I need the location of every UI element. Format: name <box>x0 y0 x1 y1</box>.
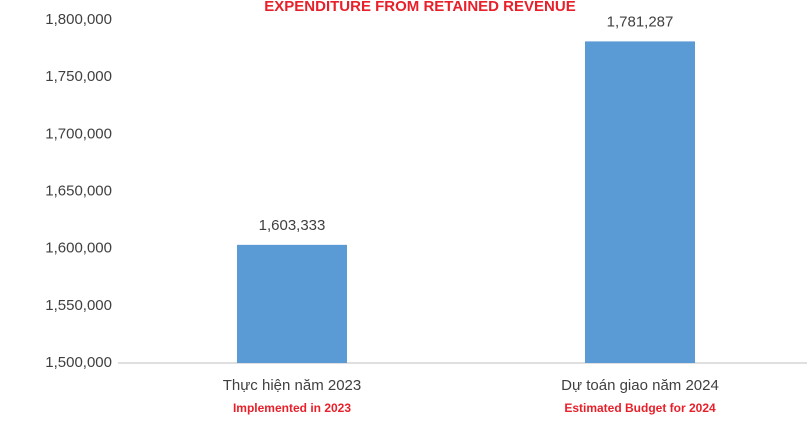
y-tick-label: 1,500,000 <box>45 354 112 371</box>
x-tick-label: Dự toán giao năm 2024 <box>561 377 719 394</box>
bar <box>585 41 695 363</box>
x-tick-sublabel: Implemented in 2023 <box>233 401 351 415</box>
chart-title: EXPENDITURE FROM RETAINED REVENUE <box>264 0 575 15</box>
y-tick-label: 1,800,000 <box>45 11 112 28</box>
bar <box>237 244 347 363</box>
y-tick-label: 1,650,000 <box>45 182 112 199</box>
y-tick-label: 1,750,000 <box>45 68 112 85</box>
x-tick-label: Thực hiện năm 2023 <box>223 377 361 394</box>
value-label: 1,781,287 <box>607 13 674 30</box>
value-label: 1,603,333 <box>259 217 326 234</box>
y-tick-label: 1,600,000 <box>45 240 112 257</box>
x-tick-sublabel: Estimated Budget for 2024 <box>564 401 716 415</box>
y-tick-label: 1,550,000 <box>45 297 112 314</box>
y-tick-label: 1,700,000 <box>45 125 112 142</box>
